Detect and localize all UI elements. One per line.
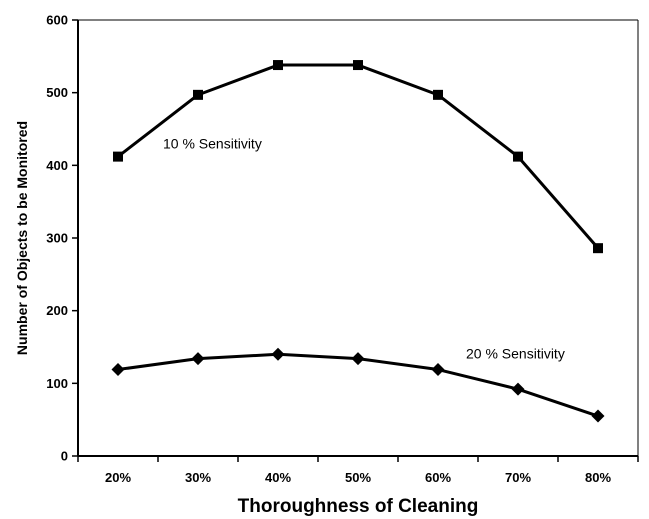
y-tick-label: 300 (46, 231, 68, 246)
y-tick-label: 0 (61, 449, 68, 464)
plot-area (77, 19, 639, 457)
y-axis-title: Number of Objects to be Monitored (14, 121, 30, 355)
y-tick-label: 500 (46, 85, 68, 100)
square-marker (513, 151, 523, 162)
x-axis-title: Thoroughness of Cleaning (238, 496, 479, 517)
diamond-marker (431, 363, 445, 377)
x-axis-ticks: 20% 30% 40% 50% 60% 70% 80% (77, 456, 639, 485)
x-tick-label: 60% (425, 470, 451, 485)
series-layer (111, 60, 605, 423)
diamond-marker (191, 352, 205, 366)
y-tick-label: 100 (46, 376, 68, 391)
x-tick-label: 70% (505, 470, 531, 485)
series-line-1 (117, 63, 600, 250)
diamond-marker (351, 352, 365, 366)
y-tick-label: 400 (46, 158, 68, 173)
series-label-10-sensitivity: 10 % Sensitivity (163, 136, 262, 152)
diamond-marker (111, 363, 125, 377)
y-axis-ticks: 0 100 200 300 400 500 600 (46, 13, 78, 464)
x-tick-label: 50% (345, 470, 371, 485)
x-tick-label: 20% (105, 470, 131, 485)
y-tick-label: 600 (46, 13, 68, 28)
x-tick-label: 40% (265, 470, 291, 485)
square-marker (273, 60, 283, 71)
square-marker (113, 151, 123, 162)
square-marker (593, 243, 603, 254)
square-marker (193, 89, 203, 100)
series-label-20-sensitivity: 20 % Sensitivity (466, 346, 565, 362)
y-tick-label: 200 (46, 303, 68, 318)
diamond-marker (511, 382, 525, 396)
x-tick-label: 30% (185, 470, 211, 485)
square-marker (433, 89, 443, 100)
diamond-marker (591, 409, 605, 423)
square-marker (353, 60, 363, 71)
diamond-marker (271, 347, 285, 361)
x-tick-label: 80% (585, 470, 611, 485)
